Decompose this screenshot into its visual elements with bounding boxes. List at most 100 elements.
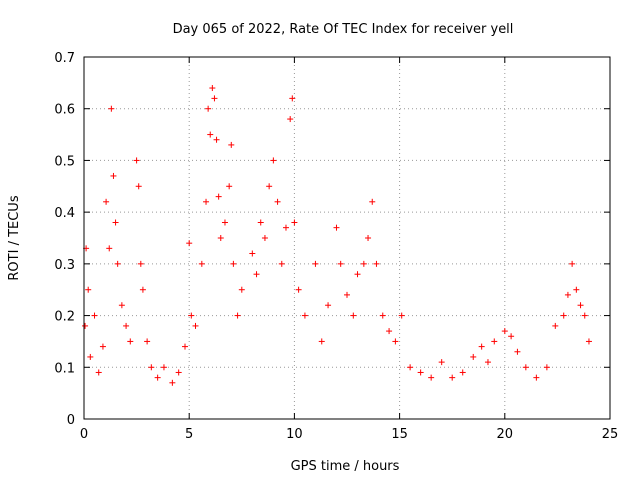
data-point (573, 286, 580, 293)
data-point (379, 312, 386, 319)
x-tick-label: 25 (602, 427, 619, 442)
data-point (226, 183, 233, 190)
data-point (205, 105, 212, 112)
data-point (270, 157, 277, 164)
data-point (569, 260, 576, 267)
data-point (325, 302, 332, 309)
data-point (581, 312, 588, 319)
data-point (428, 374, 435, 381)
x-tick-label: 5 (185, 427, 193, 442)
plot-frame (83, 56, 611, 420)
data-point (392, 338, 399, 345)
data-point (114, 260, 121, 267)
data-point (175, 369, 182, 376)
data-point (249, 250, 256, 257)
y-tick-label: 0.2 (54, 310, 75, 325)
data-point (103, 198, 110, 205)
data-point (209, 85, 216, 92)
data-point (501, 328, 508, 335)
data-point (289, 95, 296, 102)
data-point (449, 374, 456, 381)
data-point (207, 131, 214, 138)
data-point (188, 312, 195, 319)
data-point (278, 260, 285, 267)
data-point (478, 343, 485, 350)
y-tick-label: 0.5 (54, 154, 75, 169)
data-point (137, 260, 144, 267)
data-point (365, 235, 372, 241)
data-point (508, 333, 515, 340)
data-point (144, 338, 151, 345)
x-tick-label: 20 (497, 427, 514, 442)
data-point (82, 322, 89, 329)
x-tick-label: 15 (391, 427, 408, 442)
data-point (228, 141, 235, 148)
data-point (369, 198, 376, 205)
data-point (552, 322, 559, 329)
data-point (181, 343, 188, 350)
data-point (112, 219, 119, 226)
data-point (491, 338, 498, 345)
data-point (154, 374, 161, 381)
data-point (459, 369, 466, 376)
data-points (82, 85, 592, 386)
data-point (160, 364, 167, 371)
data-point (417, 369, 424, 376)
data-point (169, 379, 176, 386)
data-point (301, 312, 308, 319)
y-tick-label: 0.3 (54, 258, 75, 273)
data-point (514, 348, 521, 355)
data-point (106, 245, 113, 252)
data-point (135, 183, 142, 190)
data-point (337, 260, 344, 267)
grid (84, 57, 610, 419)
data-point (230, 260, 237, 267)
data-point (261, 235, 268, 241)
data-point (148, 364, 155, 371)
data-point (333, 224, 340, 231)
data-point (253, 271, 260, 278)
y-axis-label: ROTI / TECUs (7, 195, 22, 280)
data-point (85, 286, 92, 293)
x-tick-label: 0 (80, 427, 88, 442)
data-point (274, 198, 281, 205)
data-point (577, 302, 584, 309)
data-point (543, 364, 550, 371)
data-point (354, 271, 361, 278)
data-point (186, 240, 193, 247)
chart-title: Day 065 of 2022, Rate Of TEC Index for r… (173, 22, 514, 37)
data-point (133, 157, 140, 164)
data-point (87, 353, 94, 360)
data-point (266, 183, 273, 190)
y-tick-label: 0.4 (54, 206, 75, 221)
data-point (560, 312, 567, 319)
data-point (217, 235, 224, 241)
y-tick-label: 0.1 (54, 361, 75, 376)
data-point (95, 369, 102, 376)
data-point (203, 198, 210, 205)
data-point (295, 286, 302, 293)
data-point (127, 338, 134, 345)
data-point (257, 219, 264, 226)
data-point (123, 322, 130, 329)
data-point (238, 286, 245, 293)
data-point (350, 312, 357, 319)
data-point (192, 322, 199, 329)
x-axis-label: GPS time / hours (291, 459, 400, 474)
data-point (484, 359, 491, 366)
data-point (287, 116, 294, 123)
data-point (438, 359, 445, 366)
data-point (139, 286, 146, 293)
data-point (398, 312, 405, 319)
data-point (533, 374, 540, 381)
y-tick-label: 0.6 (54, 103, 75, 118)
y-axis-ticks: 0 0.1 0.2 0.3 0.4 0.5 0.6 0.7 (54, 51, 610, 428)
data-point (344, 291, 350, 298)
data-point (234, 312, 241, 319)
data-point (291, 219, 298, 226)
data-point (360, 260, 367, 267)
data-point (91, 312, 98, 319)
data-point (215, 193, 222, 200)
data-point (198, 260, 205, 267)
